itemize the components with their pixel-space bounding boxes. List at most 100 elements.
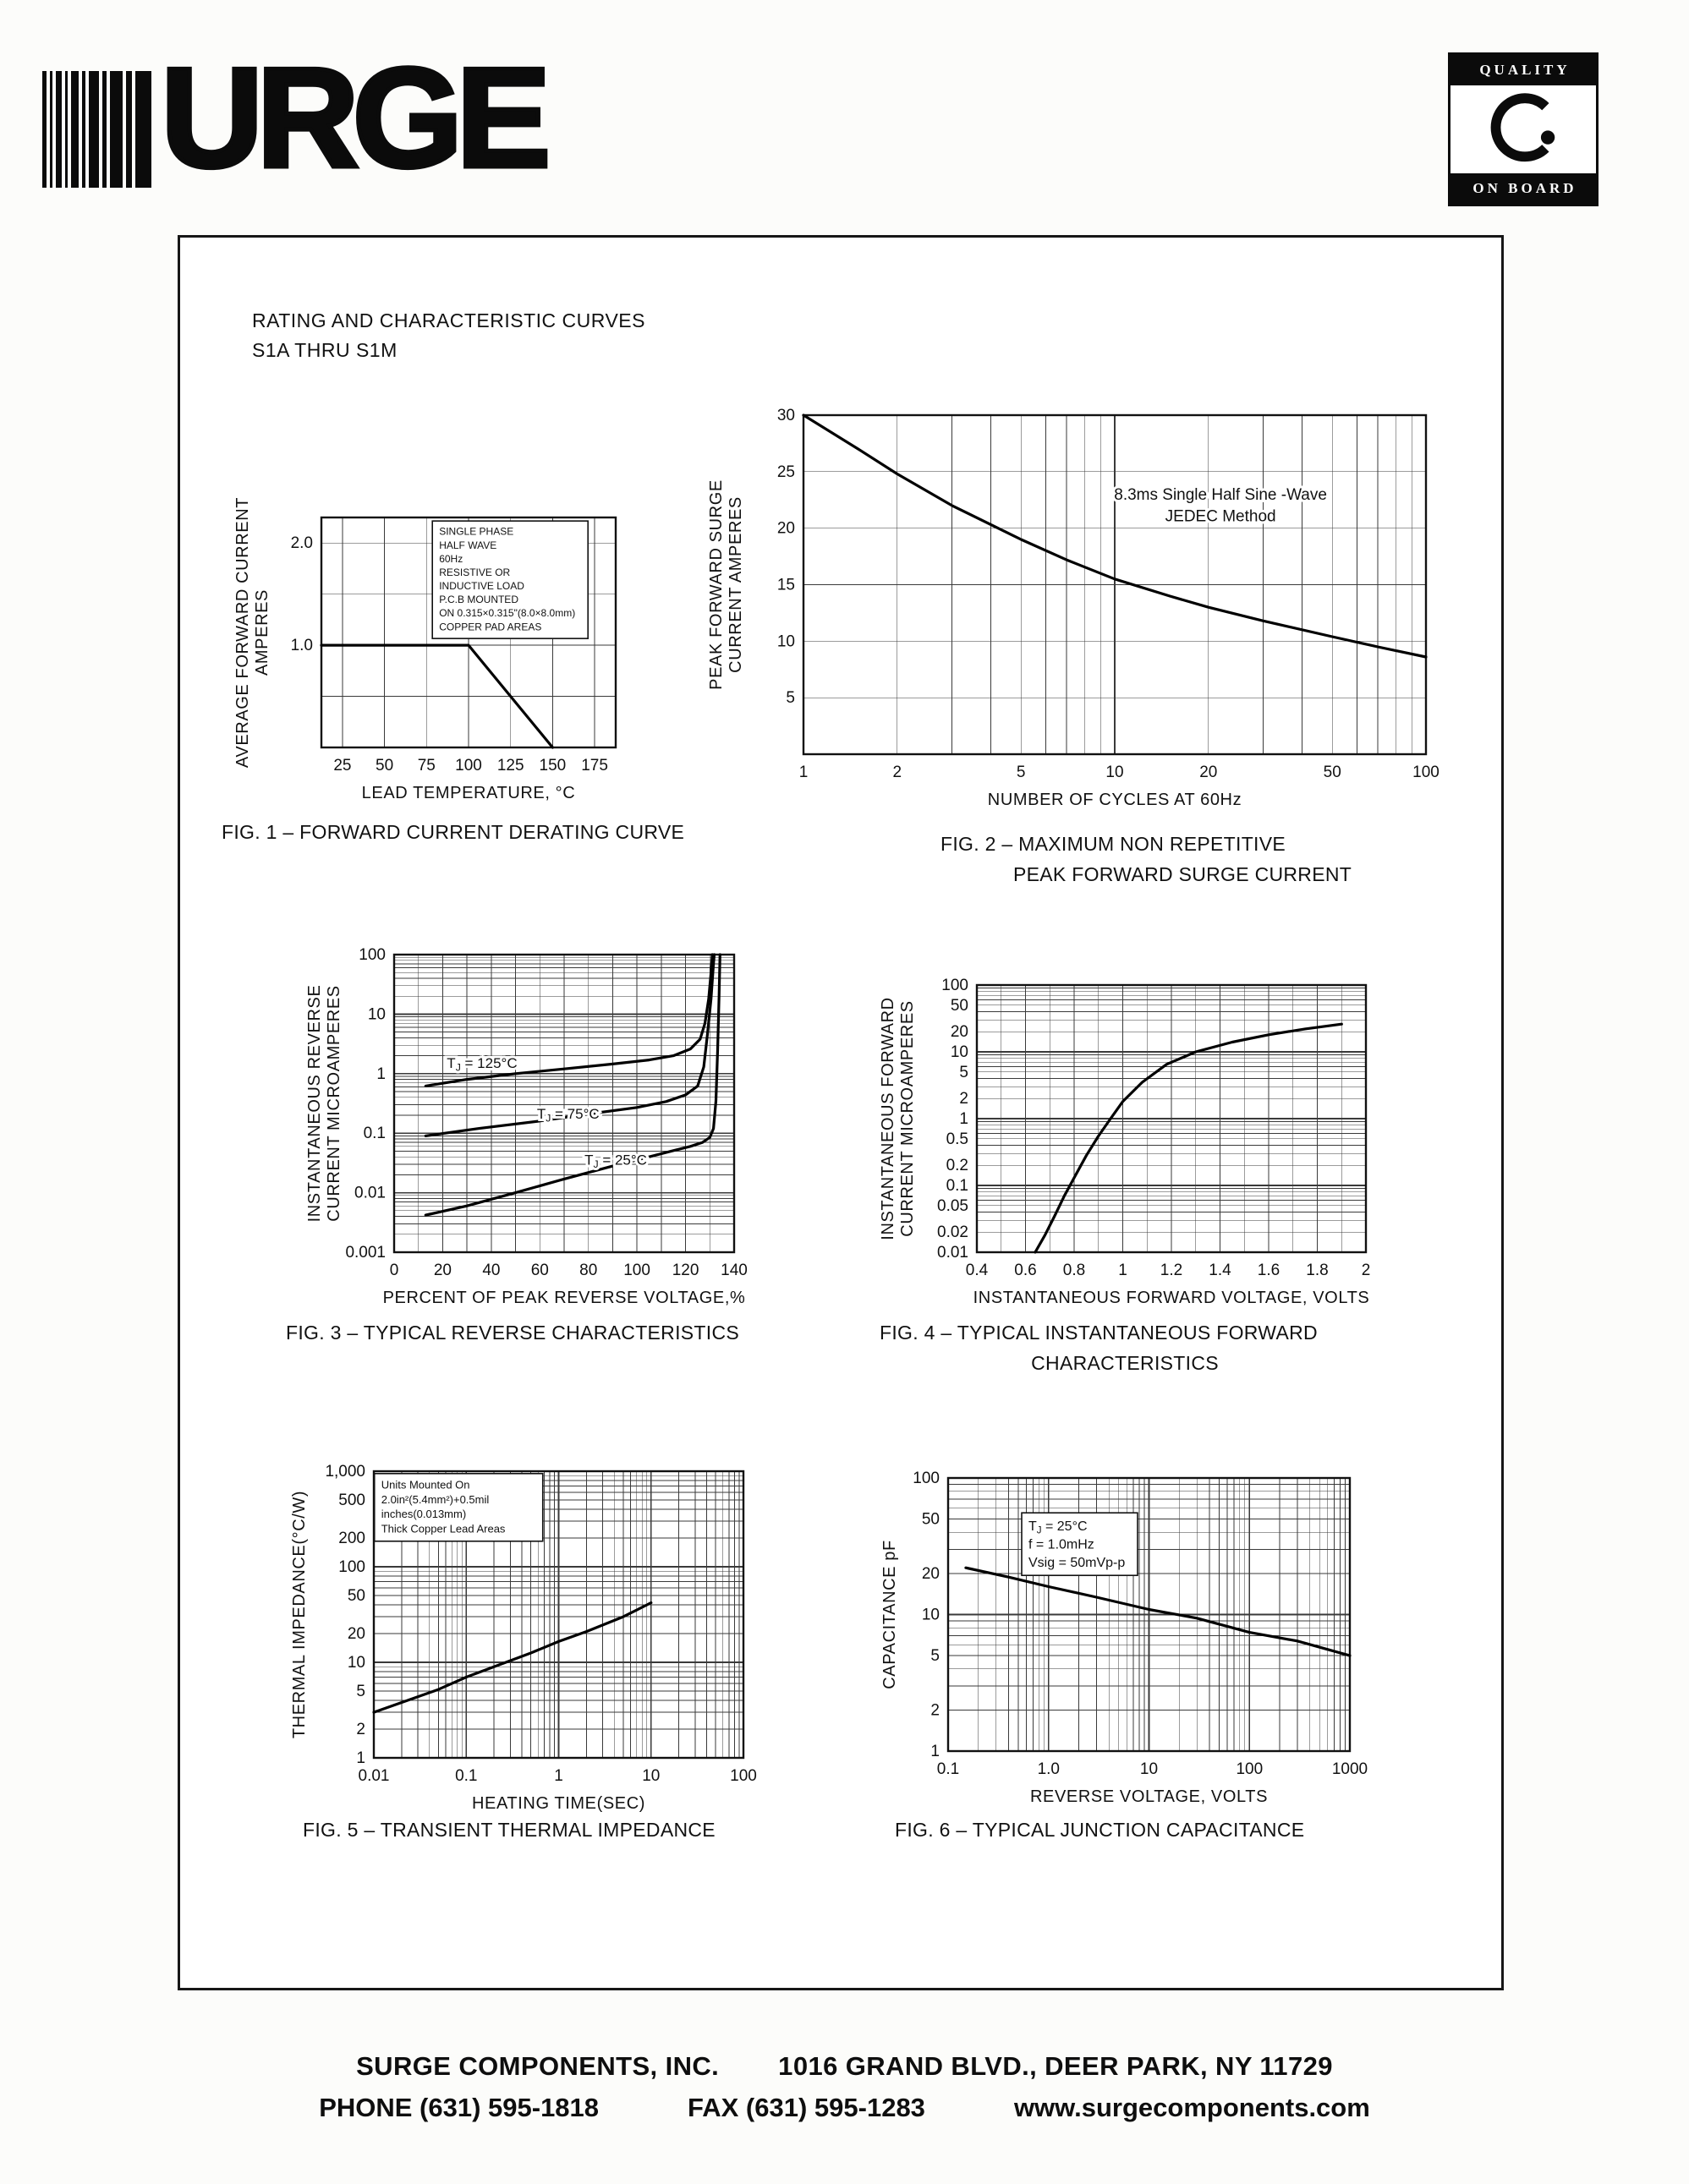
svg-text:2: 2 (959, 1090, 968, 1108)
footer-line2: PHONE (631) 595-1818 FAX (631) 595-1283 ww… (0, 2093, 1689, 2123)
svg-text:1.0: 1.0 (291, 637, 313, 654)
svg-text:CURRENT MICROAMPERES: CURRENT MICROAMPERES (325, 985, 343, 1221)
svg-text:INSTANTANEOUS FORWARD VOLTAG: INSTANTANEOUS FORWARD VOLTAGE, VOLTS (973, 1289, 1370, 1307)
svg-text:TJ = 125°C: TJ = 125°C (447, 1055, 517, 1074)
svg-text:LEAD TEMPERATURE, °C: LEAD TEMPERATURE, °C (362, 784, 576, 802)
logo-bar (135, 71, 151, 188)
logo-bar (42, 71, 47, 188)
svg-text:1.4: 1.4 (1209, 1262, 1231, 1279)
svg-text:0.001: 0.001 (345, 1244, 386, 1262)
svg-text:140: 140 (721, 1262, 748, 1279)
fig5-thermal-impedance-chart: 0.01 0.1 1 10 100 1 2 5 10 20 50 100 200 500 1,000 HEAT… (237, 1429, 803, 1822)
fig4-caption: FIG. 4 – TYPICAL INSTANTANEOUS FORWARD C… (880, 1317, 1370, 1378)
fig3-reverse-characteristics-chart: 0 20 40 60 80 100 120 140 100 10 1 0.1 0.01 0.001 PERC… (254, 913, 803, 1311)
svg-text:10: 10 (1105, 764, 1123, 781)
svg-text:50: 50 (348, 1587, 365, 1605)
footer-website: www.surgecomponents.com (1013, 2093, 1370, 2122)
svg-text:0: 0 (390, 1262, 399, 1279)
logo-bar (56, 71, 62, 188)
svg-text:1.2: 1.2 (1160, 1262, 1182, 1279)
svg-text:1: 1 (554, 1767, 563, 1785)
svg-text:1000: 1000 (1332, 1760, 1368, 1778)
quality-badge-top-label: QUALITY (1450, 55, 1596, 85)
svg-text:200: 200 (338, 1530, 365, 1547)
svg-text:2: 2 (930, 1701, 940, 1719)
svg-text:150: 150 (540, 757, 567, 775)
svg-text:120: 120 (672, 1262, 699, 1279)
svg-text:175: 175 (581, 757, 608, 775)
svg-text:2.0in²(5.4mm²)+0.5mil: 2.0in²(5.4mm²)+0.5mil (381, 1493, 490, 1506)
svg-text:25: 25 (333, 757, 351, 775)
svg-text:60: 60 (531, 1262, 549, 1279)
svg-text:NUMBER OF CYCLES AT 60Hz: NUMBER OF CYCLES AT 60Hz (988, 791, 1242, 809)
page-title: RATING AND CHARACTERISTIC CURVES S1A THR… (252, 306, 645, 365)
svg-text:0.5: 0.5 (946, 1130, 968, 1148)
fig2-caption-line2: PEAK FORWARD SURGE CURRENT (1013, 863, 1352, 885)
svg-text:2: 2 (356, 1721, 365, 1738)
svg-text:100: 100 (1412, 764, 1439, 781)
svg-text:1,000: 1,000 (325, 1463, 365, 1481)
svg-text:CURRENT MICROAMPERES: CURRENT MICROAMPERES (898, 1000, 917, 1236)
svg-text:0.1: 0.1 (455, 1767, 477, 1785)
logo-bar (71, 71, 79, 188)
svg-text:0.01: 0.01 (354, 1185, 386, 1202)
svg-text:50: 50 (922, 1511, 940, 1529)
svg-text:0.1: 0.1 (937, 1760, 959, 1778)
svg-text:INSTANTANEOUS REVERSE: INSTANTANEOUS REVERSE (305, 985, 324, 1223)
title-line1: RATING AND CHARACTERISTIC CURVES (252, 309, 645, 331)
fig4-caption-line2: CHARACTERISTICS (1031, 1352, 1219, 1374)
footer-fax: FAX (631) 595-1283 (688, 2093, 925, 2122)
footer-phone: PHONE (631) 595-1818 (319, 2093, 600, 2122)
svg-text:TJ = 25°C: TJ = 25°C (584, 1152, 647, 1170)
footer: SURGE COMPONENTS, INC. 1016 GRAND BLVD., … (0, 2051, 1689, 2123)
logo-bar (110, 71, 123, 188)
svg-text:5: 5 (356, 1683, 365, 1700)
svg-text:1: 1 (376, 1065, 386, 1083)
svg-text:10: 10 (642, 1767, 660, 1785)
svg-text:1: 1 (1118, 1262, 1127, 1279)
svg-text:f = 1.0mHz: f = 1.0mHz (1028, 1537, 1094, 1552)
svg-text:INSTANTANEOUS FORWARD: INSTANTANEOUS FORWARD (879, 997, 897, 1240)
svg-text:100: 100 (730, 1767, 757, 1785)
fig2-surge-current-chart: 1 2 5 10 20 50 100 5 10 15 20 25 30 NUMBER OF CYCLES … (694, 380, 1497, 813)
fig1-caption: FIG. 1 – FORWARD CURRENT DERATING CURVE (222, 821, 685, 843)
svg-text:2: 2 (893, 764, 902, 781)
svg-text:10: 10 (922, 1607, 940, 1624)
logo-bar (126, 71, 132, 188)
quality-crescent-icon (1450, 85, 1596, 173)
fig2-caption: FIG. 2 – MAXIMUM NON REPETITIVE PEAK FOR… (940, 829, 1352, 889)
svg-text:25: 25 (777, 463, 795, 481)
svg-text:CURRENT AMPERES: CURRENT AMPERES (727, 496, 745, 673)
surge-logo-bars-icon (42, 71, 155, 188)
svg-text:100: 100 (359, 946, 386, 964)
svg-text:8.3ms Single Half Sine -Wav: 8.3ms Single Half Sine -Wave (1114, 486, 1327, 504)
svg-text:1.6: 1.6 (1258, 1262, 1280, 1279)
svg-text:50: 50 (1324, 764, 1341, 781)
svg-text:RESISTIVE OR: RESISTIVE OR (439, 567, 510, 578)
svg-text:20: 20 (922, 1565, 940, 1583)
fig1-derating-chart: 25 50 75 100 125 150 175 1.0 2.0 LEAD TEMPERATURE… (211, 473, 719, 812)
svg-text:1: 1 (356, 1749, 365, 1767)
svg-text:0.2: 0.2 (946, 1157, 968, 1174)
svg-text:2: 2 (1362, 1262, 1371, 1279)
svg-text:PERCENT OF PEAK REVERSE VO: PERCENT OF PEAK REVERSE VOLTAGE,% (383, 1289, 746, 1307)
svg-text:HEATING TIME(SEC): HEATING TIME(SEC) (472, 1794, 645, 1813)
svg-text:100: 100 (941, 977, 968, 994)
svg-text:PEAK FORWARD SURGE: PEAK FORWARD SURGE (707, 479, 726, 690)
fig3-caption: FIG. 3 – TYPICAL REVERSE CHARACTERISTICS (286, 1322, 740, 1344)
svg-text:100: 100 (913, 1470, 940, 1487)
svg-text:20: 20 (434, 1262, 452, 1279)
svg-text:HALF WAVE: HALF WAVE (439, 539, 496, 551)
logo-bar (102, 71, 107, 188)
svg-text:5: 5 (930, 1647, 940, 1665)
svg-text:10: 10 (777, 632, 795, 650)
svg-text:Vsig = 50mVp-p: Vsig = 50mVp-p (1028, 1556, 1125, 1570)
svg-text:10: 10 (368, 1005, 386, 1023)
svg-text:Thick Copper Lead Areas: Thick Copper Lead Areas (381, 1523, 506, 1535)
svg-text:1: 1 (799, 764, 809, 781)
svg-text:ON 0.315×0.315"(8.0×8.0mm): ON 0.315×0.315"(8.0×8.0mm) (439, 607, 575, 619)
svg-text:1: 1 (959, 1110, 968, 1128)
svg-text:0.01: 0.01 (359, 1767, 390, 1785)
svg-text:CAPACITANCE pF: CAPACITANCE pF (880, 1540, 899, 1689)
